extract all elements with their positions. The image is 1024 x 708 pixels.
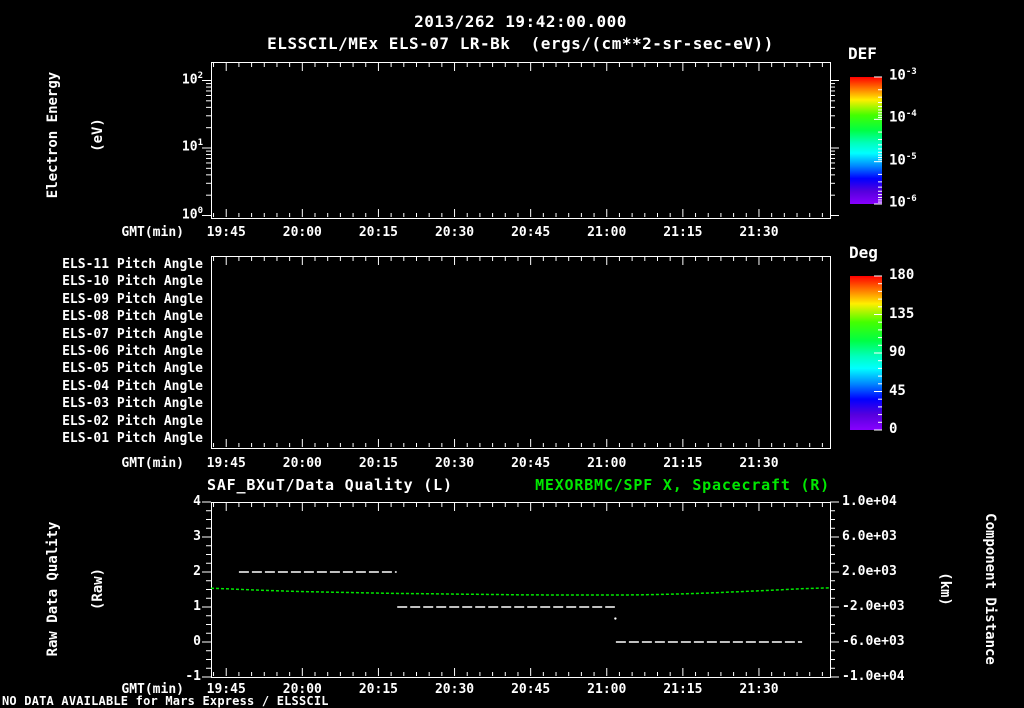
deg-colorbar-tick-label: 180 bbox=[889, 267, 915, 283]
panel1-frame bbox=[211, 62, 831, 219]
panel3-y-axis-title: Raw Data Quality (Raw) bbox=[16, 522, 136, 657]
deg-colorbar-tick-label: 90 bbox=[889, 344, 906, 360]
quality-series bbox=[238, 571, 803, 643]
panel2-x-tick-label: 21:15 bbox=[663, 456, 703, 471]
def-colorbar-tick-label: 10-3 bbox=[889, 67, 917, 84]
panel2-row-label: ELS-03 Pitch Angle bbox=[62, 396, 203, 412]
panel2-x-tick-label: 21:30 bbox=[739, 456, 779, 471]
panel1-x-axis-label: GMT(min) bbox=[121, 225, 184, 240]
panel2-row-label: ELS-11 Pitch Angle bbox=[62, 256, 203, 272]
panel3-left-series-title: SAF_BXuT/Data Quality (L) bbox=[207, 476, 453, 494]
panel2-row-label: ELS-04 Pitch Angle bbox=[62, 378, 203, 394]
panel3-y-ticks bbox=[202, 501, 839, 678]
panel3-right-y-tick-label: 2.0e+03 bbox=[842, 564, 897, 579]
panel2-row-label: ELS-05 Pitch Angle bbox=[62, 361, 203, 377]
def-colorbar-tick-label: 10-4 bbox=[889, 109, 917, 126]
panel2-row-label: ELS-07 Pitch Angle bbox=[62, 326, 203, 342]
spacecraft-x-line bbox=[210, 587, 831, 596]
panel2-x-tick-label: 20:15 bbox=[358, 456, 398, 471]
panel1-x-tick-label: 20:15 bbox=[358, 225, 398, 240]
def-colorbar-tick-label: 10-5 bbox=[889, 151, 917, 169]
panel2-row-label: ELS-08 Pitch Angle bbox=[62, 309, 203, 325]
panel3-right-y-tick-label: -6.0e+03 bbox=[842, 634, 905, 649]
panel1-x-tick-label: 20:45 bbox=[511, 225, 551, 240]
panel3-right-y-axis-title-line1: Component Distance bbox=[982, 513, 998, 665]
panel3-x-tick-label: 21:00 bbox=[587, 682, 627, 697]
panel3-right-y-axis-title: Component Distance (km) bbox=[907, 513, 1024, 665]
panel1-y-axis-title-line2: (eV) bbox=[90, 118, 106, 152]
panel3-left-y-tick-label: -1 bbox=[185, 669, 201, 684]
def-colorbar-title: DEF bbox=[848, 44, 877, 63]
deg-colorbar-tick-label: 0 bbox=[889, 421, 898, 437]
panel2-frame bbox=[211, 256, 831, 449]
panel1-x-tick-label: 21:30 bbox=[739, 225, 779, 240]
panel3-left-y-tick-label: 3 bbox=[193, 529, 201, 544]
def-colorbar bbox=[850, 77, 882, 204]
deg-colorbar-tick-label: 45 bbox=[889, 382, 906, 399]
panel1-x-tick-label: 21:00 bbox=[587, 225, 627, 240]
no-data-message: NO DATA AVAILABLE for Mars Express / ELS… bbox=[2, 694, 329, 708]
panel1-y-axis-title: Electron Energy (eV) bbox=[16, 72, 136, 198]
panel2-x-tick-label: 20:00 bbox=[282, 456, 322, 471]
panel3-left-y-tick-label: 0 bbox=[193, 634, 201, 649]
panel3-x-axis-label: GMT(min) bbox=[121, 682, 184, 697]
panel3-x-tick-label: 20:45 bbox=[511, 682, 551, 697]
panel3-right-y-tick-label: 1.0e+04 bbox=[842, 494, 897, 509]
panel3-left-y-tick-label: 1 bbox=[193, 599, 201, 614]
deg-colorbar-tick-label: 135 bbox=[889, 305, 915, 322]
panel3-right-y-tick-label: -1.0e+04 bbox=[842, 669, 905, 684]
panel1-x-tick-label: 20:30 bbox=[434, 225, 475, 240]
deg-colorbar-title: Deg bbox=[849, 243, 878, 262]
panel1-y-tick-label: 102 bbox=[181, 70, 203, 87]
panel3-right-series-title: MEXORBMC/SPF X, Spacecraft (R) bbox=[535, 476, 830, 494]
panel3-x-tick-label: 20:30 bbox=[434, 682, 475, 697]
panel2-row-label: ELS-06 Pitch Angle bbox=[62, 343, 203, 359]
panel3-left-y-tick-label: 4 bbox=[193, 494, 201, 509]
panel2-row-label: ELS-10 Pitch Angle bbox=[62, 274, 203, 290]
panel1-x-tick-label: 19:45 bbox=[206, 225, 246, 240]
panel2-x-tick-label: 19:45 bbox=[206, 456, 246, 471]
panel2-row-label: ELS-01 Pitch Angle bbox=[62, 431, 203, 447]
panel2-x-tick-label: 21:00 bbox=[587, 456, 627, 471]
panel1-y-tick-label: 101 bbox=[181, 138, 203, 155]
panel2-x-axis-label: GMT(min) bbox=[121, 456, 184, 471]
panel1-x-tick-label: 20:00 bbox=[282, 225, 322, 240]
colorbar-ticks bbox=[874, 76, 882, 431]
panel3-y-axis-title-line2: (Raw) bbox=[90, 567, 106, 611]
panel3-left-y-tick-label: 2 bbox=[193, 564, 201, 579]
panel3-y-axis-title-line1: Raw Data Quality bbox=[45, 521, 61, 657]
panel3-x-tick-label: 19:45 bbox=[206, 682, 246, 697]
panel3-x-tick-label: 21:30 bbox=[739, 682, 779, 697]
panel1-y-tick-label: 100 bbox=[181, 205, 203, 222]
panel-frames bbox=[211, 62, 831, 678]
panel2-x-tick-label: 20:30 bbox=[434, 456, 475, 471]
panel3-right-y-tick-label: 6.0e+03 bbox=[842, 529, 897, 544]
panel2-x-tick-label: 20:45 bbox=[511, 456, 551, 471]
def-colorbar-tick-label: 10-6 bbox=[889, 193, 917, 211]
title-instrument: ELSSCIL/MEx ELS-07 LR-Bk (ergs/(cm**2-sr… bbox=[267, 34, 774, 53]
panel1-x-tick-label: 21:15 bbox=[663, 225, 703, 240]
title-datetime: 2013/262 19:42:00.000 bbox=[414, 12, 627, 31]
panel2-row-label: ELS-09 Pitch Angle bbox=[62, 291, 203, 307]
quality-point bbox=[614, 617, 617, 620]
panel3-x-tick-label: 20:15 bbox=[358, 682, 398, 697]
panel1-y-ticks bbox=[202, 80, 839, 216]
panel1-y-axis-title-line1: Electron Energy bbox=[45, 71, 61, 199]
panel3-x-tick-label: 21:15 bbox=[663, 682, 703, 697]
panel2-row-label: ELS-02 Pitch Angle bbox=[62, 413, 203, 429]
panel3-right-y-axis-title-line2: (km) bbox=[937, 572, 953, 606]
panel3-x-tick-label: 20:00 bbox=[282, 682, 322, 697]
time-axis-ticks bbox=[213, 63, 823, 676]
panel3-frame bbox=[211, 502, 831, 678]
panel3-right-y-tick-label: -2.0e+03 bbox=[842, 599, 905, 614]
